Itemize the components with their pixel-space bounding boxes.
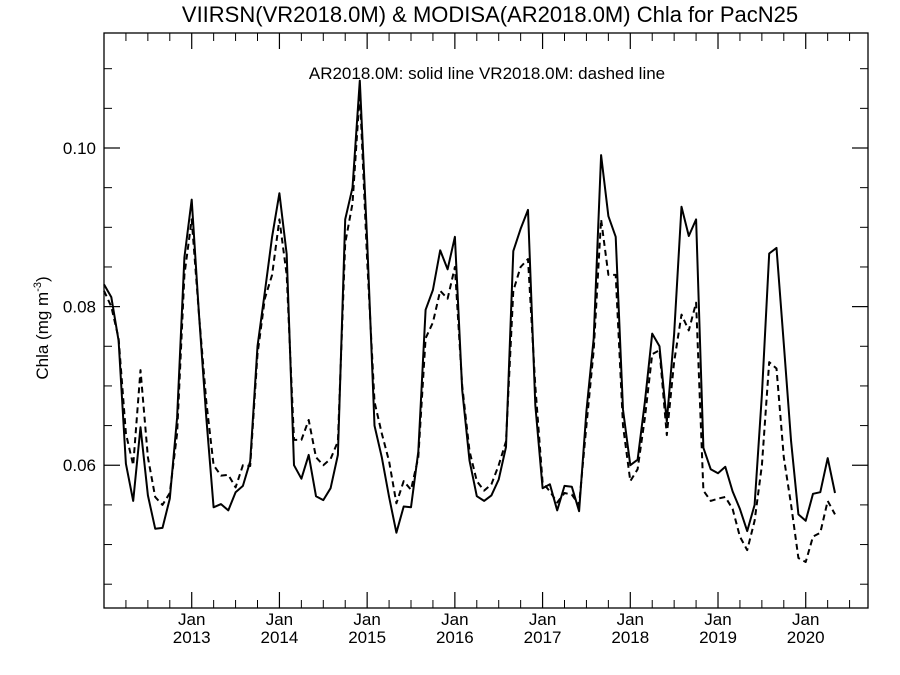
y-axis-label: Chla (mg m-3): [32, 276, 52, 379]
axis-ticks: [104, 33, 868, 608]
x-tick-label-month: Jan: [529, 610, 556, 629]
y-tick-label: 0.08: [63, 298, 96, 317]
y-axis-label-text: Chla (mg m: [33, 292, 52, 380]
y-axis-label-close: ): [33, 276, 52, 282]
series-group: [103, 79, 836, 563]
x-tick-label-month: Jan: [353, 610, 380, 629]
chart-title: VIIRSN(VR2018.0M) & MODISA(AR2018.0M) Ch…: [182, 2, 798, 27]
x-tick-label-year: 2013: [173, 628, 211, 647]
x-tick-label-year: 2018: [611, 628, 649, 647]
x-tick-label-month: Jan: [792, 610, 819, 629]
y-tick-label: 0.10: [63, 139, 96, 158]
y-tick-label: 0.06: [63, 456, 96, 475]
x-tick-label-year: 2014: [261, 628, 299, 647]
x-tick-label-year: 2016: [436, 628, 474, 647]
series-line-vr2018-0m: [103, 91, 836, 563]
x-tick-label-month: Jan: [704, 610, 731, 629]
x-tick-label-month: Jan: [266, 610, 293, 629]
x-tick-label-year: 2015: [348, 628, 386, 647]
plot-frame: [103, 32, 869, 609]
chart-annotation: AR2018.0M: solid line VR2018.0M: dashed …: [309, 64, 665, 83]
svg-text:Chla (mg m-3): Chla (mg m-3): [32, 276, 52, 379]
axis-tick-labels: 0.060.080.10Jan2013Jan2014Jan2015Jan2016…: [63, 139, 825, 647]
y-axis-label-superscript: -3: [32, 282, 44, 292]
x-tick-label-year: 2020: [787, 628, 825, 647]
x-tick-label-month: Jan: [617, 610, 644, 629]
x-tick-label-month: Jan: [441, 610, 468, 629]
x-tick-label-month: Jan: [178, 610, 205, 629]
x-tick-label-year: 2017: [524, 628, 562, 647]
x-tick-label-year: 2019: [699, 628, 737, 647]
series-line-ar2018-0m: [103, 79, 836, 534]
